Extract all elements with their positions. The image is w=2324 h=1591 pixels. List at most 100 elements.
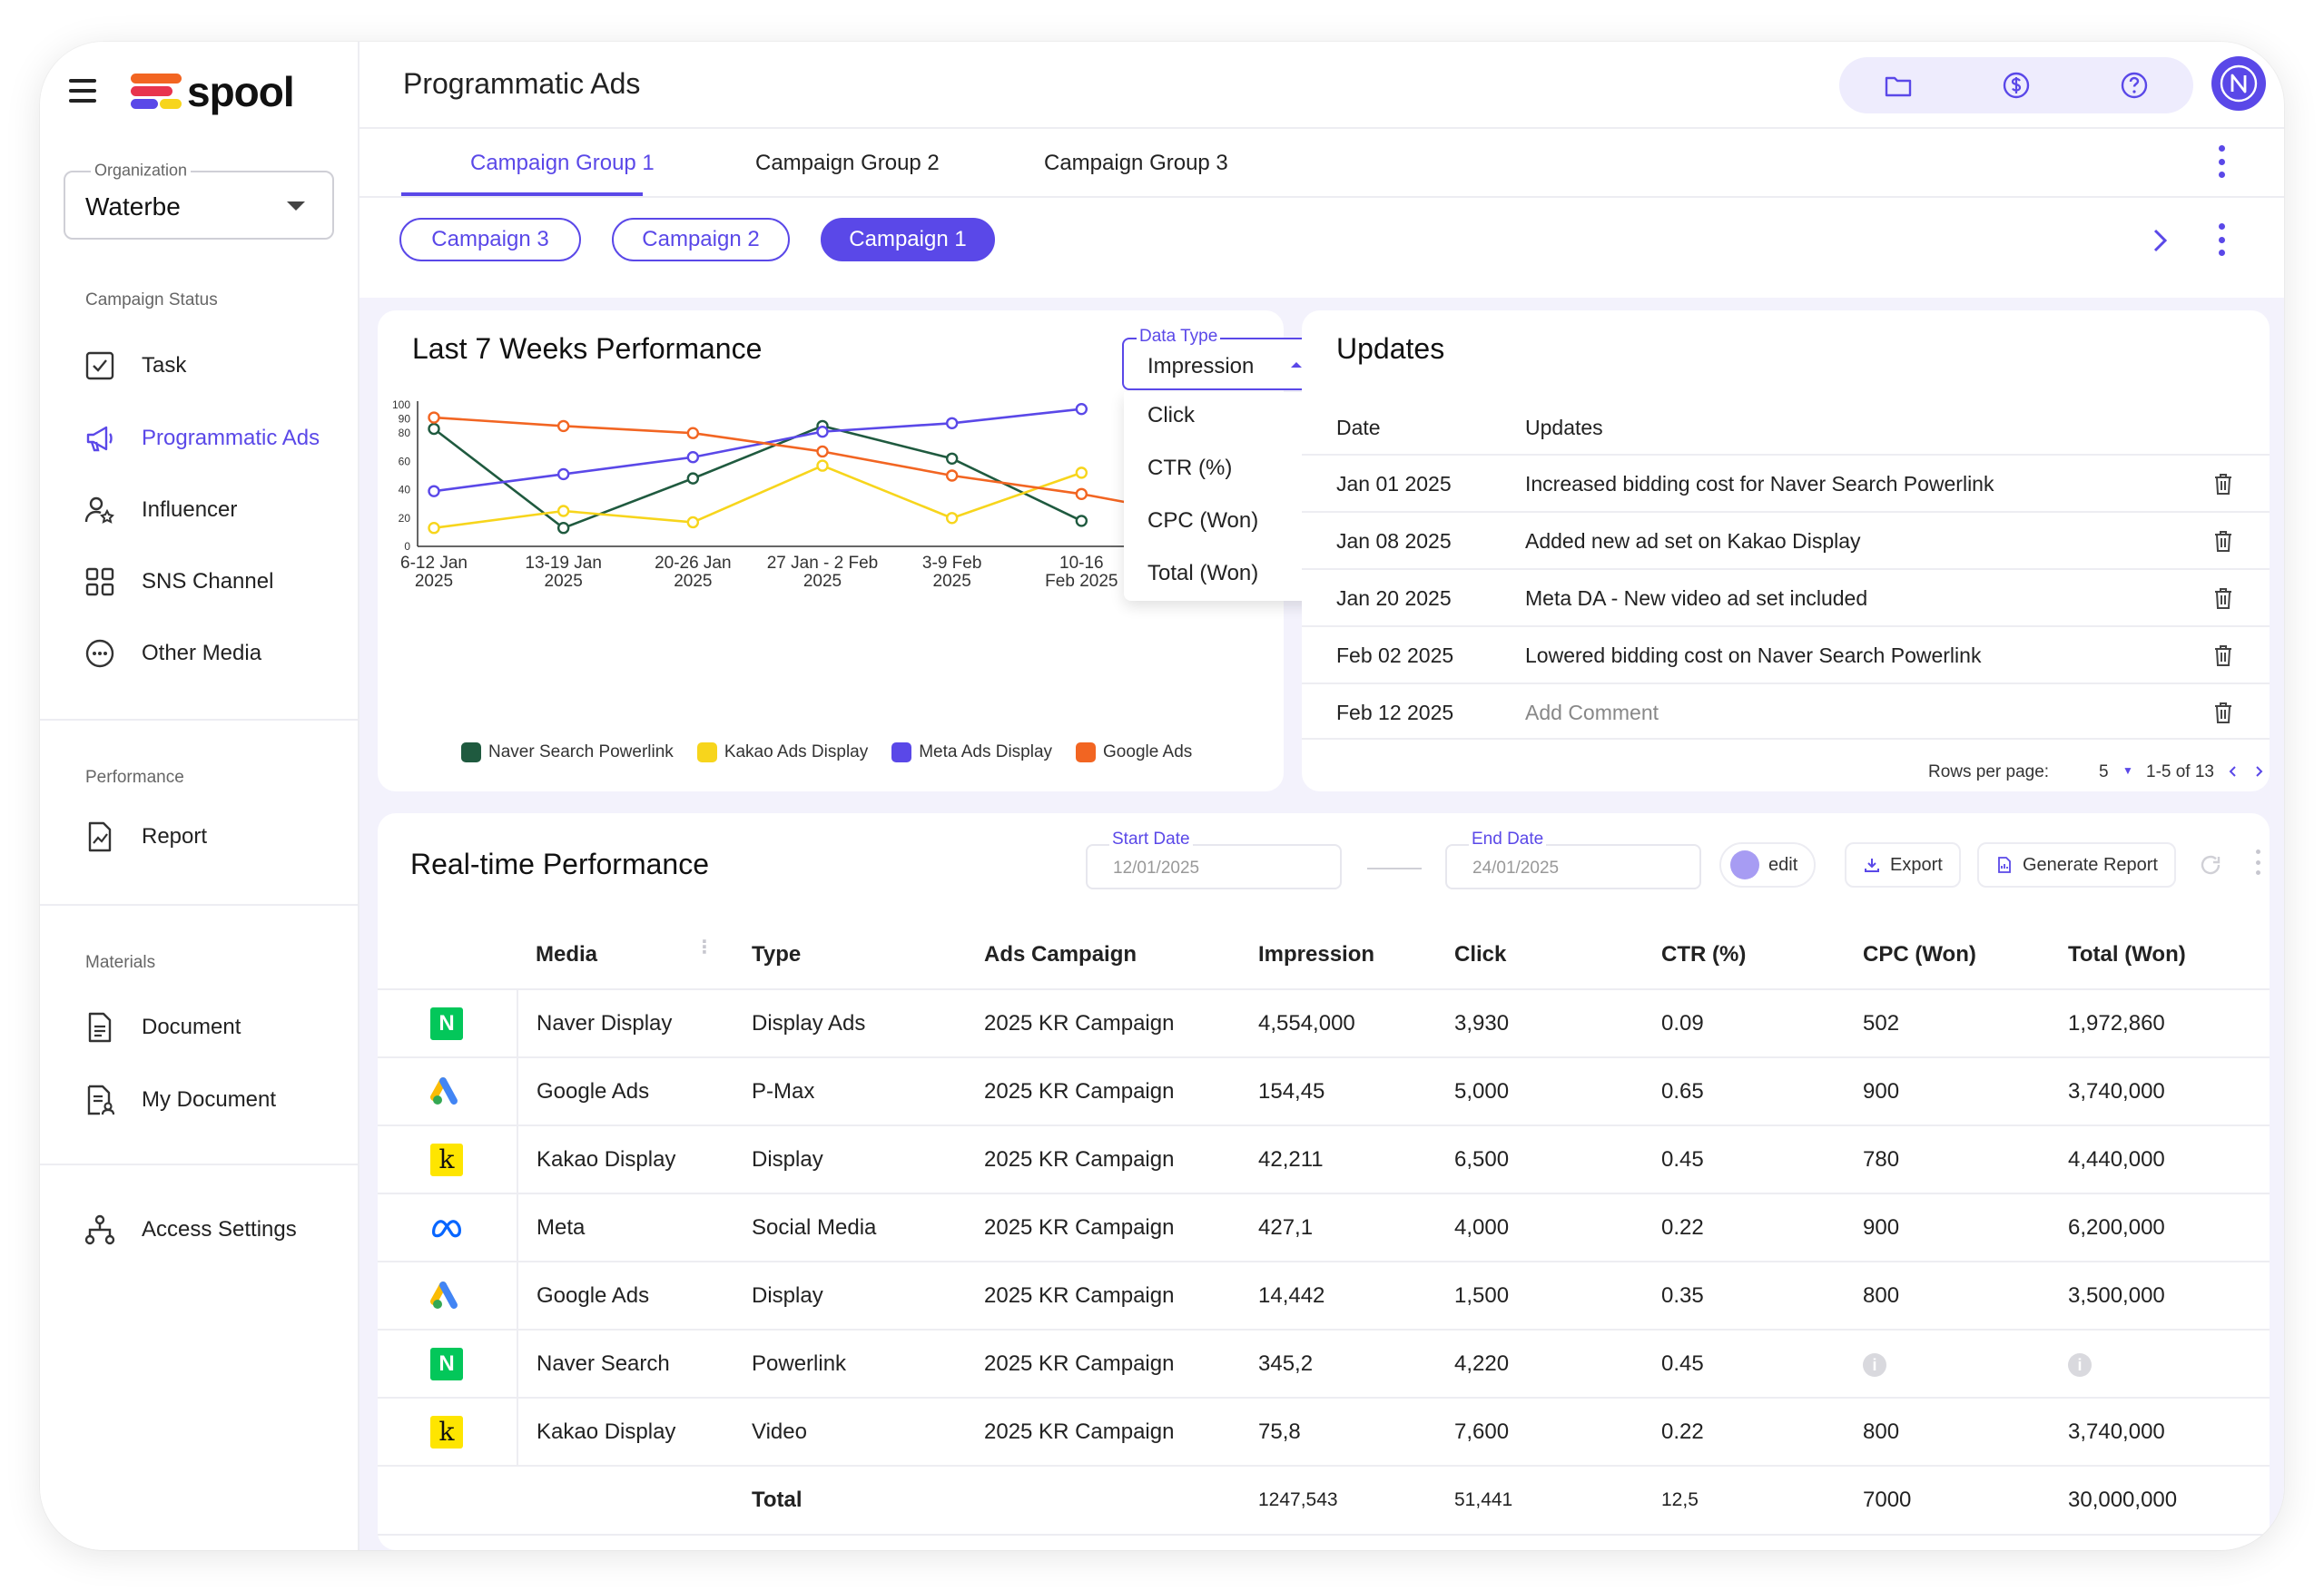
media-cell: Meta <box>517 1193 752 1262</box>
info-icon[interactable]: i <box>1863 1352 1886 1377</box>
rows-per-page-select[interactable]: 5 <box>2099 762 2109 781</box>
cpc-cell: 502 <box>1863 989 2068 1058</box>
chip-campaign-3[interactable]: Campaign 3 <box>399 218 581 261</box>
sidebar-item-label: Other Media <box>142 641 262 665</box>
organization-value: Waterbe <box>85 192 181 221</box>
start-date-value: 12/01/2025 <box>1113 859 1200 878</box>
data-point <box>1075 515 1088 527</box>
chart-legend: Naver Search Powerlink Kakao Ads Display… <box>461 742 1192 762</box>
checkbox-icon <box>85 351 114 380</box>
hierarchy-icon <box>84 1214 115 1245</box>
chevron-left-icon[interactable] <box>2226 764 2240 779</box>
hamburger-menu-icon[interactable] <box>69 73 105 109</box>
column-header-label: Media <box>536 941 598 967</box>
refresh-icon[interactable] <box>2197 851 2224 879</box>
table-row[interactable]: Google Ads Display 2025 KR Campaign 14,442 1… <box>378 1262 2270 1331</box>
dropdown-option-ctr[interactable]: CTR (%) <box>1147 456 1233 480</box>
column-header-impression: Impression <box>1249 920 1454 990</box>
trash-icon[interactable] <box>2210 527 2237 555</box>
tabs-more-icon[interactable] <box>2217 145 2226 178</box>
legend-label: Naver Search Powerlink <box>488 742 674 761</box>
table-row[interactable]: N Naver Display Display Ads 2025 KR Campaig… <box>378 989 2270 1058</box>
impression-cell: 154,45 <box>1249 1057 1454 1126</box>
series-line <box>433 464 1082 530</box>
end-date-field[interactable]: End Date 24/01/2025 <box>1445 830 1701 889</box>
total-row: Total 1247,543 51,441 12,5 7000 30,000,000 <box>378 1466 2270 1536</box>
table-row[interactable]: k Kakao Display Display 2025 KR Campaign 42,… <box>378 1125 2270 1194</box>
trash-icon[interactable] <box>2210 642 2237 669</box>
media-cell: Google Ads <box>517 1262 752 1331</box>
dropdown-option-click[interactable]: Click <box>1147 403 1195 427</box>
active-tab-indicator <box>401 192 643 196</box>
chip-campaign-2[interactable]: Campaign 2 <box>612 218 790 261</box>
organization-select[interactable]: Organization Waterbe <box>64 161 334 240</box>
dropdown-option-cpc[interactable]: CPC (Won) <box>1147 508 1259 533</box>
table-row[interactable]: N Naver Search Powerlink 2025 KR Campaign 34… <box>378 1330 2270 1399</box>
trash-icon[interactable] <box>2210 699 2237 726</box>
data-type-select[interactable]: Data Type Impression <box>1122 327 1320 390</box>
performance-more-icon[interactable] <box>2253 850 2262 875</box>
data-type-dropdown-menu: Click CTR (%) CPC (Won) Total (Won) <box>1124 392 1322 601</box>
add-comment-input[interactable]: Add Comment <box>1525 701 1659 724</box>
user-document-icon <box>87 1085 115 1115</box>
naver-logo-icon: N <box>430 1347 463 1380</box>
trash-icon[interactable] <box>2210 470 2237 497</box>
legend-swatch <box>891 742 912 762</box>
impression-cell: 345,2 <box>1249 1330 1454 1399</box>
column-header-ctr: CTR (%) <box>1661 920 1863 990</box>
help-circle-icon[interactable] <box>2119 70 2150 101</box>
end-date-value: 24/01/2025 <box>1472 859 1560 878</box>
chip-campaign-1[interactable]: Campaign 1 <box>821 218 995 261</box>
sidebar-item-other-media[interactable]: Other Media <box>84 632 347 675</box>
update-text: Lowered bidding cost on Naver Search Pow… <box>1525 643 1982 667</box>
chips-more-icon[interactable] <box>2217 223 2226 256</box>
column-menu-icon[interactable]: ⋮ <box>695 938 714 958</box>
legend-swatch <box>461 742 481 762</box>
ctr-cell: 0.65 <box>1661 1057 1863 1126</box>
sidebar-item-document[interactable]: Document <box>84 1006 347 1049</box>
dropdown-option-total[interactable]: Total (Won) <box>1147 561 1259 585</box>
sidebar-item-sns-channel[interactable]: SNS Channel <box>84 560 347 604</box>
report-icon <box>1998 857 2011 873</box>
y-tick-label: 90 <box>399 413 411 426</box>
total-impression: 1247,543 <box>1249 1466 1454 1536</box>
x-tick-label: 20-26 Jan <box>655 554 732 573</box>
sidebar-item-influencer[interactable]: Influencer <box>84 488 347 532</box>
avatar[interactable] <box>2211 56 2266 111</box>
export-button[interactable]: Export <box>1845 842 1961 888</box>
legend-item: Meta Ads Display <box>891 742 1052 762</box>
table-row[interactable]: Meta Social Media 2025 KR Campaign 427,1 4,0… <box>378 1193 2270 1262</box>
toggle-knob <box>1730 850 1759 879</box>
info-icon[interactable]: i <box>2068 1352 2092 1377</box>
meta-logo-icon <box>431 1219 462 1237</box>
dollar-circle-icon[interactable] <box>2001 70 2032 101</box>
generate-report-button[interactable]: Generate Report <box>1977 842 2176 888</box>
table-row[interactable]: k Kakao Display Video 2025 KR Campaign 75,8 7… <box>378 1398 2270 1467</box>
sidebar-item-report[interactable]: Report <box>84 815 347 859</box>
start-date-field[interactable]: Start Date 12/01/2025 <box>1086 830 1342 889</box>
folder-icon[interactable] <box>1883 70 1914 101</box>
sidebar-item-label: Influencer <box>142 497 238 522</box>
tab-campaign-group-2[interactable]: Campaign Group 2 <box>755 151 940 175</box>
tab-campaign-group-1[interactable]: Campaign Group 1 <box>470 151 655 175</box>
sidebar-item-my-document[interactable]: My Document <box>84 1078 347 1122</box>
chevron-right-icon[interactable] <box>2251 764 2266 779</box>
google-ads-logo-icon <box>430 1281 458 1309</box>
table-row[interactable]: Google Ads P-Max 2025 KR Campaign 154,45 5,0… <box>378 1057 2270 1126</box>
tab-campaign-group-3[interactable]: Campaign Group 3 <box>1044 151 1228 175</box>
click-cell: 7,600 <box>1454 1398 1661 1467</box>
export-label: Export <box>1890 854 1943 875</box>
data-point <box>945 452 959 465</box>
sidebar-item-task[interactable]: Task <box>84 344 347 388</box>
performance-card: Real-time Performance Start Date 12/01/2… <box>378 813 2270 1550</box>
sidebar-item-access-settings[interactable]: Access Settings <box>84 1208 347 1252</box>
data-point <box>686 451 700 464</box>
type-cell: Display <box>752 1125 984 1194</box>
trash-icon[interactable] <box>2210 584 2237 612</box>
caret-down-icon[interactable]: ▼ <box>2122 764 2133 777</box>
edit-toggle[interactable]: edit <box>1719 842 1817 888</box>
media-logo-cell <box>378 1262 518 1331</box>
chevron-right-icon[interactable] <box>2144 225 2175 256</box>
generate-report-label: Generate Report <box>2023 854 2158 875</box>
sidebar-item-programmatic-ads[interactable]: Programmatic Ads <box>84 417 347 460</box>
